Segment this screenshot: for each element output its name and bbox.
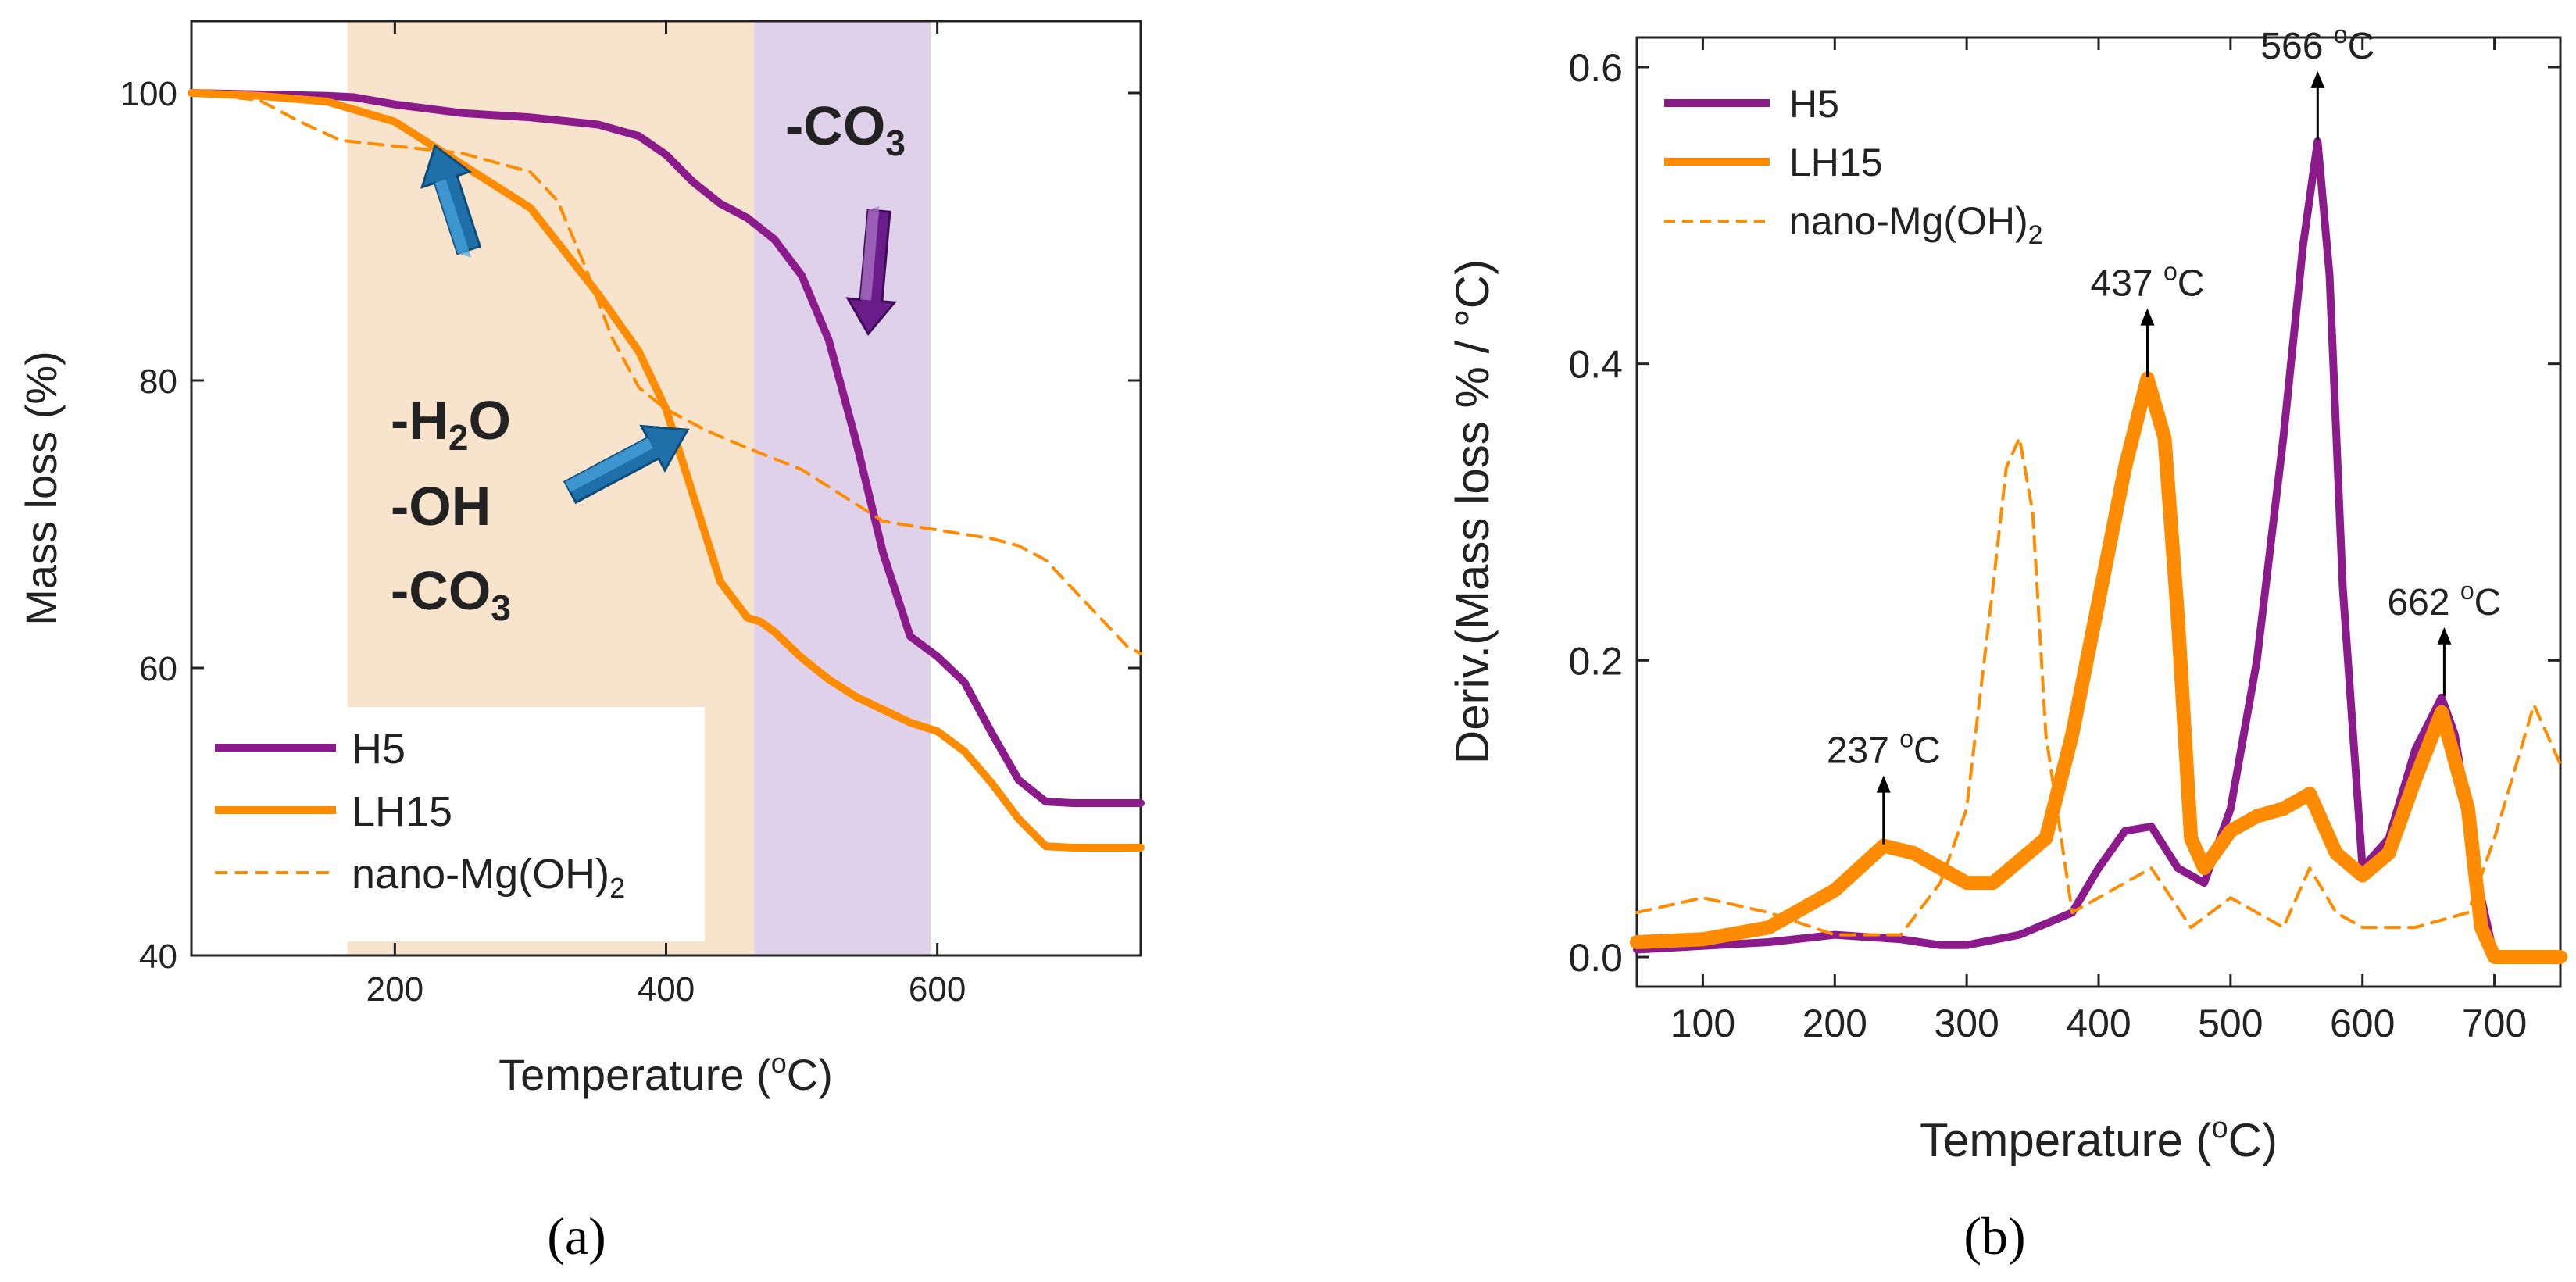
panel-b-legend: H5 LH15 nano-Mg(OH)2 [1664, 82, 2043, 250]
peak-arrow-head-icon [2310, 70, 2325, 88]
panel-a-y-tick-label: 80 [139, 362, 177, 401]
panel-b-series-h5 [1633, 137, 2564, 961]
panel-a-series-h5 [188, 89, 1145, 807]
legend-label-nano-b: nano-Mg(OH)2 [1789, 199, 2043, 250]
annotation-co3-orange: -CO3 [391, 560, 511, 628]
panel-a-caption: (a) [547, 1206, 606, 1266]
panel-b-y-tick-label: 0.0 [1568, 936, 1623, 980]
panel-a-series [188, 89, 1145, 852]
peak-arrow-head-icon [1876, 775, 1891, 793]
panel-b: 100 200 300 400 500 600 700 0.0 0.2 0.4 0.6 566 oC… [1446, 20, 2567, 1266]
peak-arrow-head-icon [2140, 308, 2155, 326]
panel-b-x-tick-label: 600 [2330, 1002, 2395, 1045]
panel-a-legend: H5 LH15 nano-Mg(OH)2 [197, 707, 705, 941]
panel-b-x-tick-label: 300 [1934, 1002, 1999, 1045]
arrow-purple-down-icon [845, 206, 897, 337]
panel-a-x-axis-label: Temperature (oC) [498, 1047, 833, 1099]
panel-b-plot-frame [1635, 36, 2562, 988]
panel-b-y-tick-label: 0.6 [1568, 46, 1623, 90]
panel-a-y-tick-label: 60 [139, 650, 177, 688]
panel-a-series-nano-mg-oh [190, 91, 1142, 655]
panel-b-series-nano-mg-oh [1635, 436, 2562, 937]
peak-label-662: 662 oC [2387, 577, 2501, 623]
panel-b-y-tick-label: 0.2 [1568, 639, 1623, 683]
arrow-blue-right-icon [563, 424, 690, 505]
panel-a-series-lh15 [188, 89, 1145, 852]
panel-b-series-lh15 [1630, 371, 2567, 964]
panel-a-x-tick-label: 400 [638, 970, 695, 1009]
annotation-oh: -OH [391, 476, 491, 537]
panel-b-x-tick-label: 200 [1802, 1002, 1867, 1045]
panel-b-ticks: 100 200 300 400 500 600 700 0.0 0.2 0.4 0.6 [1568, 37, 2560, 1045]
annotation-co3-purple: -CO3 [785, 95, 906, 163]
panel-b-peak-annotations: 566 oC 437 oC 662 oC 237 oC [1827, 20, 2501, 845]
panel-a-ticks: 200 400 600 40 60 80 100 [120, 21, 1141, 1009]
legend-label-h5-b: H5 [1789, 82, 1839, 126]
panel-b-x-axis-label: Temperature (oC) [1920, 1112, 2278, 1166]
legend-label-lh15: LH15 [352, 788, 452, 835]
legend-label-h5: H5 [352, 726, 406, 773]
panel-a-y-axis-label: Mass loss (%) [16, 351, 66, 626]
panel-b-x-tick-label: 500 [2198, 1002, 2263, 1045]
panel-b-x-tick-label: 400 [2066, 1002, 2131, 1045]
panel-a-x-tick-label: 200 [366, 970, 423, 1009]
panel-b-x-tick-label: 100 [1670, 1002, 1735, 1045]
panel-b-caption: (b) [1963, 1206, 2025, 1266]
panel-b-series [1630, 137, 2567, 964]
panel-b-y-axis-label: Deriv.(Mass loss % / °C) [1446, 259, 1499, 764]
panel-a-y-tick-label: 100 [120, 75, 177, 113]
peak-arrow-head-icon [2437, 627, 2452, 645]
panel-a-y-tick-label: 40 [139, 937, 177, 976]
peak-label-237: 237 oC [1827, 725, 1941, 772]
peak-label-566: 566 oC [2260, 20, 2374, 67]
arrow-blue-up-icon [420, 144, 482, 258]
panel-b-x-tick-label: 700 [2462, 1002, 2527, 1045]
region-decarbonation [754, 21, 931, 955]
peak-label-437: 437 oC [2091, 258, 2205, 305]
legend-label-lh15-b: LH15 [1789, 141, 1883, 184]
panel-a-x-tick-label: 600 [909, 970, 966, 1009]
annotation-h2o: -H2O [391, 390, 511, 458]
panel-b-y-tick-label: 0.4 [1568, 343, 1623, 387]
legend-label-nano: nano-Mg(OH)2 [352, 851, 625, 904]
panel-a: 200 400 600 40 60 80 100 -CO3 -H2O -OH -CO3 H5… [16, 20, 1145, 1266]
